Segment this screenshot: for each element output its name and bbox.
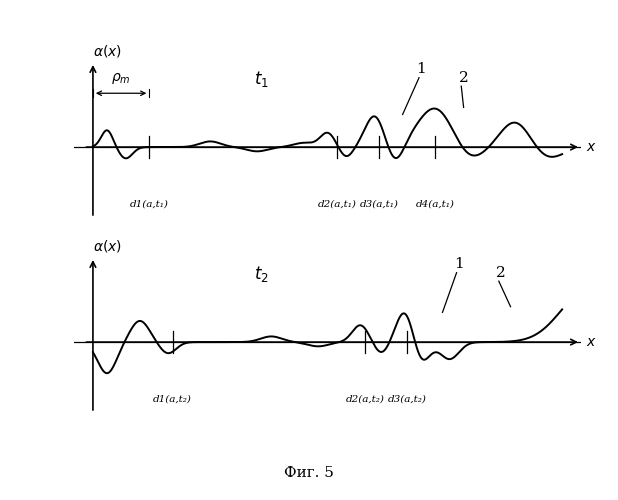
Text: $\alpha(x)$: $\alpha(x)$ xyxy=(93,43,122,59)
Text: $x$: $x$ xyxy=(586,335,596,349)
Text: d2(a,t₁): d2(a,t₁) xyxy=(318,200,357,208)
Text: $t_2$: $t_2$ xyxy=(255,264,269,284)
Text: d1(a,t₁): d1(a,t₁) xyxy=(130,200,169,208)
Text: $\alpha(x)$: $\alpha(x)$ xyxy=(93,238,122,254)
Text: 1: 1 xyxy=(454,258,464,272)
Text: 2: 2 xyxy=(496,266,506,280)
Text: $\rho_m$: $\rho_m$ xyxy=(111,71,131,86)
Text: 2: 2 xyxy=(459,71,468,85)
Text: $x$: $x$ xyxy=(586,140,596,154)
Text: d3(a,t₁): d3(a,t₁) xyxy=(360,200,399,208)
Text: Фиг. 5: Фиг. 5 xyxy=(284,466,334,480)
Text: d3(a,t₂): d3(a,t₂) xyxy=(388,394,427,404)
Text: 1: 1 xyxy=(417,62,426,76)
Text: $t_1$: $t_1$ xyxy=(255,69,269,89)
Text: d2(a,t₂): d2(a,t₂) xyxy=(345,394,384,404)
Text: d4(a,t₁): d4(a,t₁) xyxy=(416,200,455,208)
Text: d1(a,t₂): d1(a,t₂) xyxy=(153,394,192,404)
